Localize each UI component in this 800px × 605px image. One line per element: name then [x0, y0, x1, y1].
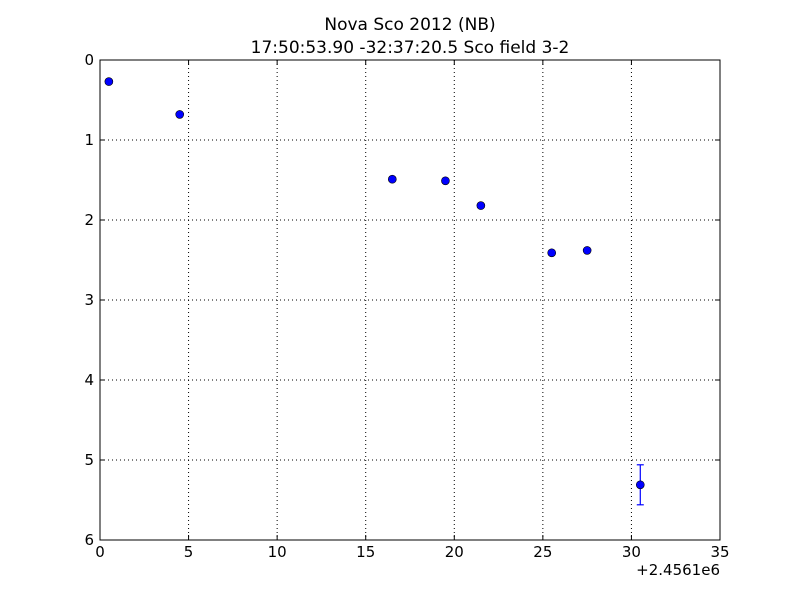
data-point	[104, 77, 114, 86]
grid-lines	[100, 60, 720, 540]
y-tick-label: 6	[84, 531, 94, 549]
x-tick-label: 10	[268, 543, 287, 561]
data-points	[104, 77, 645, 490]
y-tick-label: 4	[84, 371, 94, 389]
data-point	[387, 174, 397, 184]
x-tick-label: 20	[445, 543, 464, 561]
data-point	[582, 246, 592, 255]
x-tick-label: 0	[95, 543, 105, 561]
data-point	[635, 480, 645, 490]
data-point	[547, 248, 557, 258]
data-point	[441, 176, 450, 186]
x-tick-label: 35	[710, 543, 729, 561]
y-tick-label: 1	[84, 131, 94, 149]
x-tick-label: 5	[184, 543, 194, 561]
chart-title: Nova Sco 2012 (NB)	[324, 15, 495, 35]
y-tick-label: 0	[84, 51, 94, 69]
y-tick-label: 5	[84, 451, 94, 469]
x-offset-label: +2.4561e6	[636, 561, 720, 579]
data-point	[175, 110, 185, 119]
x-tick-label: 15	[356, 543, 375, 561]
x-tick-label: 30	[622, 543, 641, 561]
plot-frame	[99, 59, 721, 541]
y-tick-label: 3	[84, 291, 94, 309]
data-point	[476, 201, 486, 210]
x-tick-label: 25	[533, 543, 552, 561]
tick-labels: 0 5 10 15 20 25 30 35 0 1 2 3 4 5 6	[84, 51, 729, 561]
chart-subtitle: 17:50:53.90 -32:37:20.5 Sco field 3-2	[251, 38, 570, 58]
y-tick-label: 2	[84, 211, 94, 229]
